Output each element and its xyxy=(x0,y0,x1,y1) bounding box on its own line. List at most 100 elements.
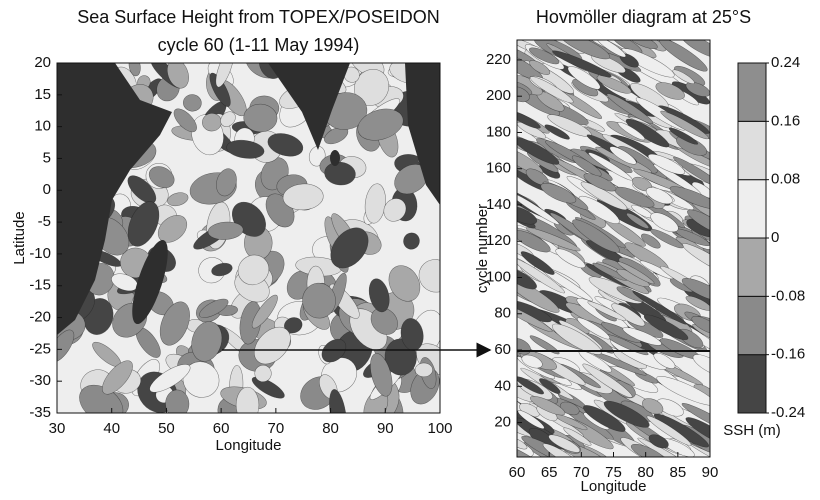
contour-patch xyxy=(517,86,530,103)
land xyxy=(57,63,440,335)
contour-patch xyxy=(330,227,369,269)
contour-patch xyxy=(368,278,390,313)
contour-patch xyxy=(148,166,175,189)
contour-patch xyxy=(626,40,658,50)
y-tick-label: -25 xyxy=(29,340,51,357)
x-tick-label: 75 xyxy=(605,464,622,481)
contour-patch xyxy=(656,376,710,406)
y-tick-label: 10 xyxy=(34,118,51,135)
contour-patch xyxy=(685,295,710,311)
india xyxy=(268,63,350,150)
contour-patch xyxy=(669,186,710,210)
contour-patch xyxy=(403,232,420,250)
contour-patch xyxy=(157,215,188,243)
contour-patch xyxy=(673,156,710,190)
contour-patch xyxy=(571,155,602,177)
y-tick-label: 20 xyxy=(34,54,51,71)
map-frame xyxy=(56,62,441,414)
contour-patch xyxy=(609,146,637,165)
y-tick-label: -15 xyxy=(29,277,51,294)
contour-patch xyxy=(243,103,278,133)
contour-patch xyxy=(215,63,234,88)
contour-patch xyxy=(559,40,611,60)
contour-patch xyxy=(648,434,669,449)
x-tick-label: 60 xyxy=(213,420,230,437)
contour-patch xyxy=(617,121,646,141)
contour-patch xyxy=(587,301,627,321)
y-tick-label: -30 xyxy=(29,372,51,389)
contour-patch xyxy=(645,187,673,205)
y-tick-label: 220 xyxy=(486,51,511,68)
contour-patch xyxy=(251,294,278,329)
y-tick-label: 180 xyxy=(486,123,511,140)
colorbar-tick-label: -0.16 xyxy=(771,346,805,363)
contour-patch xyxy=(251,376,285,399)
contour-patch xyxy=(563,427,592,446)
contour-patch xyxy=(517,205,538,225)
sri-lanka xyxy=(330,150,340,166)
contour-patch xyxy=(567,66,601,90)
contour-patch xyxy=(128,63,141,77)
y-tick-label: -10 xyxy=(29,245,51,262)
contour-patch xyxy=(254,326,291,365)
contour-patch xyxy=(580,181,628,211)
contour-patch xyxy=(528,47,560,65)
contour-patch xyxy=(529,60,551,75)
contour-patch xyxy=(211,262,233,277)
contour-patch xyxy=(517,268,537,290)
contour-patch xyxy=(220,111,236,127)
contour-patch xyxy=(583,405,626,432)
contour-patch xyxy=(630,443,666,457)
contour-patch xyxy=(646,415,692,446)
contour-patch xyxy=(282,183,324,211)
contour-patch xyxy=(559,401,580,416)
contour-patch xyxy=(324,161,356,186)
colorbar-tick-label: 0.24 xyxy=(771,54,800,71)
contour-patch xyxy=(226,139,265,159)
x-tick-label: 65 xyxy=(541,464,558,481)
contour-patch xyxy=(388,265,421,302)
y-tick-label: 140 xyxy=(486,196,511,213)
x-tick-label: 70 xyxy=(573,464,590,481)
y-tick-label: -5 xyxy=(38,213,51,230)
x-tick-label: 100 xyxy=(427,420,452,437)
x-tick-label: 85 xyxy=(669,464,686,481)
contour-patch xyxy=(582,363,633,398)
y-tick-label: 160 xyxy=(486,160,511,177)
contour-patch xyxy=(284,317,303,334)
contour-patch xyxy=(207,221,244,240)
contour-patch xyxy=(199,298,229,318)
contour-patch xyxy=(578,195,620,224)
contour-patch xyxy=(57,329,75,363)
contour-patch xyxy=(127,175,157,204)
contour-patch xyxy=(650,212,679,233)
contour-patch xyxy=(542,443,580,457)
contour-patch xyxy=(603,400,650,428)
contour-patch xyxy=(529,76,574,104)
contour-patch xyxy=(530,396,566,416)
x-axis-label: Longitude xyxy=(581,478,647,495)
contour-patch xyxy=(520,251,555,275)
contour-patch xyxy=(639,260,674,280)
madagascar xyxy=(132,239,168,325)
sumatra xyxy=(405,63,440,205)
y-axis-label: cycle number xyxy=(474,204,491,293)
x-tick-label: 80 xyxy=(322,420,339,437)
x-tick-label: 30 xyxy=(49,420,66,437)
contour-patch xyxy=(254,364,272,383)
y-tick-label: 40 xyxy=(494,377,511,394)
y-tick-label: 20 xyxy=(494,414,511,431)
contour-patch xyxy=(370,353,393,397)
contour-patch xyxy=(302,282,336,319)
contour-patch xyxy=(642,398,664,415)
contour-patch xyxy=(596,75,632,94)
x-tick-label: 80 xyxy=(637,464,654,481)
colorbar-tick-label: -0.24 xyxy=(771,404,805,421)
contour-patch xyxy=(517,146,544,175)
contour-patch xyxy=(127,201,160,247)
contour-patch xyxy=(517,230,551,253)
contour-patch xyxy=(552,323,602,355)
contour-patch xyxy=(209,72,231,107)
contour-patch xyxy=(552,50,612,78)
contour-patch xyxy=(324,126,349,145)
